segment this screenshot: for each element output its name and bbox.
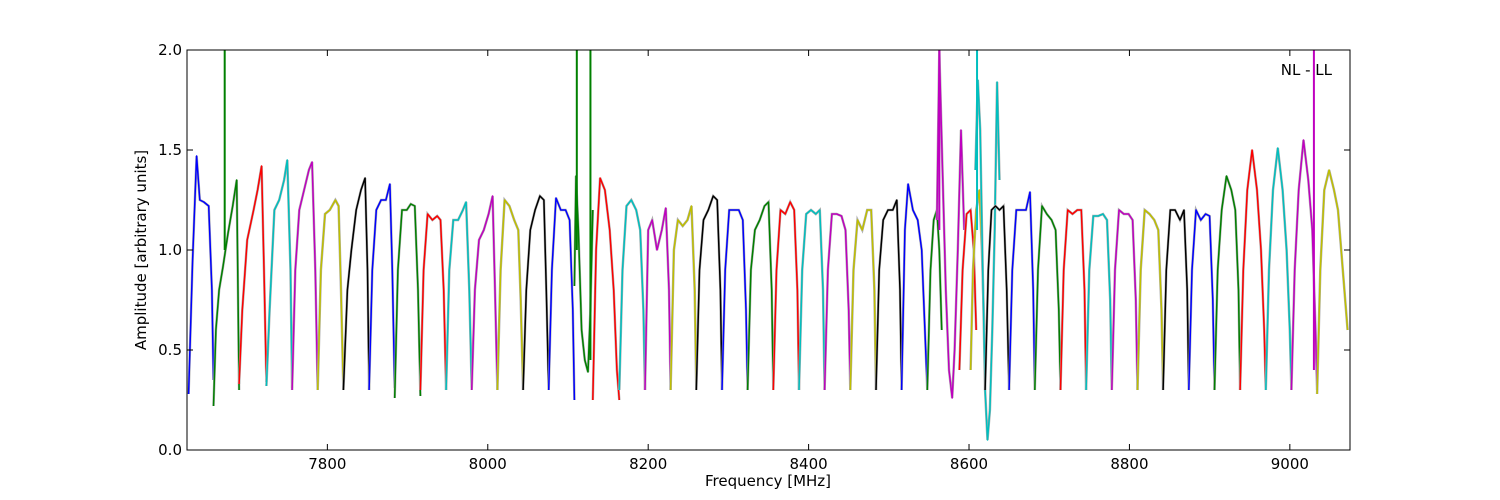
series-line-12 [496, 199, 524, 391]
y-axis-label: Amplitude [arbitrary units] [132, 150, 150, 350]
series-line-37 [1059, 209, 1087, 391]
series-line-1 [212, 179, 240, 407]
series-shadow-43 [1213, 175, 1242, 391]
series-line-29 [926, 209, 943, 391]
series-line-34 [984, 205, 1010, 391]
series-line-5 [316, 199, 345, 391]
series-line-46 [1290, 139, 1318, 391]
x-tick-label: 8200 [629, 455, 667, 473]
series-line-2 [238, 165, 268, 385]
series-shadow-16 [591, 177, 621, 401]
x-tick-label: 7800 [308, 455, 346, 473]
series-line-24 [798, 209, 826, 391]
series-line-28 [900, 183, 929, 391]
series-shadow-12 [496, 196, 525, 391]
series-shadow-17 [618, 197, 647, 391]
series-line-42 [1188, 209, 1216, 391]
series-line-4 [291, 161, 319, 391]
series-line-6 [342, 177, 370, 391]
y-tick-label: 1.5 [158, 141, 182, 159]
axes-frame [186, 49, 1351, 451]
series-line-19 [669, 205, 698, 391]
series-line-27 [875, 199, 903, 391]
series-shadow-36 [1033, 201, 1062, 391]
series-line-41 [1162, 209, 1190, 391]
series-line-21 [721, 209, 749, 391]
series-line-18 [644, 207, 672, 391]
x-tick-label: 8600 [950, 455, 988, 473]
x-tick-label: 8800 [1110, 455, 1148, 473]
series-line-25 [823, 213, 852, 391]
series-line-11 [470, 195, 499, 391]
y-axis-ticks: 0.0 0.5 1.0 1.5 2.0 [158, 41, 1350, 459]
y-tick-label: 0.5 [158, 341, 182, 359]
series-line-45 [1265, 147, 1293, 391]
series-shadow-34 [983, 203, 1011, 391]
x-axis-label: Frequency [MHz] [705, 472, 831, 490]
series-line-38 [1085, 213, 1113, 391]
series-line-40 [1136, 209, 1164, 391]
series-shadow-9 [419, 210, 448, 391]
series-line-23 [772, 201, 800, 391]
series-layer [187, 50, 1349, 441]
series-line-20 [695, 195, 723, 391]
series-line-13 [522, 195, 550, 391]
series-line-14 [547, 197, 576, 401]
x-axis-ticks: 7800 8000 8200 8400 8600 8800 9000 [308, 50, 1309, 473]
series-line-8 [393, 203, 422, 399]
series-line-22 [746, 201, 775, 391]
series-line-16 [592, 177, 621, 401]
y-tick-label: 0.0 [158, 441, 182, 459]
series-line-10 [445, 201, 473, 391]
y-tick-label: 1.0 [158, 241, 182, 259]
series-line-43 [1213, 175, 1241, 391]
x-tick-label: 8000 [469, 455, 507, 473]
x-tick-label: 9000 [1271, 455, 1309, 473]
series-line-35 [1008, 191, 1036, 391]
series-line-9 [419, 213, 447, 391]
x-tick-label: 8400 [790, 455, 828, 473]
series-line-0 [187, 155, 215, 395]
series-shadow-1 [212, 179, 241, 407]
series-line-39 [1111, 209, 1139, 391]
chart-annotation: NL - LL [1281, 61, 1333, 79]
series-line-26 [849, 209, 877, 391]
series-line-33 [974, 79, 1001, 441]
y-tick-label: 2.0 [158, 41, 182, 59]
series-line-44 [1239, 149, 1267, 391]
series-line-30 [936, 50, 965, 399]
series-line-7 [368, 183, 396, 391]
series-line-3 [265, 159, 293, 389]
series-line-36 [1034, 205, 1062, 391]
series-line-17 [618, 199, 646, 391]
series-line-47 [1316, 169, 1349, 395]
